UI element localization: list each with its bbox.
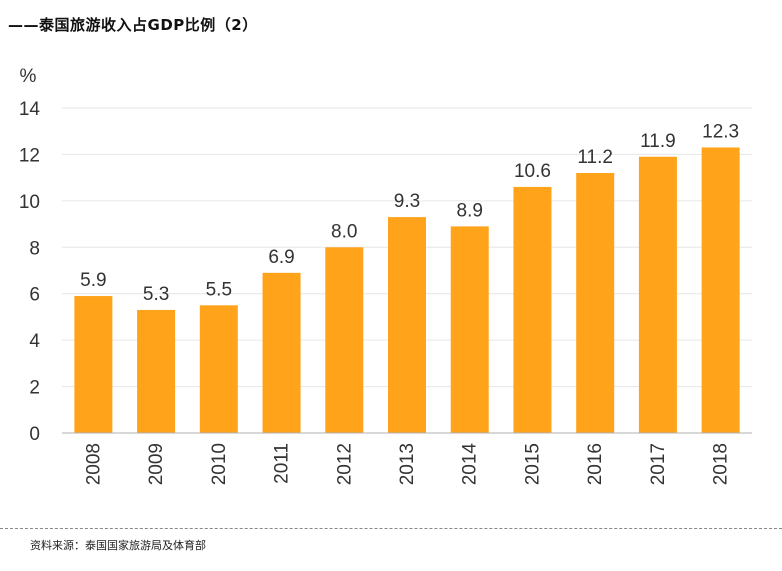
chart-title: ——泰国旅游收入占GDP比例（2） xyxy=(8,16,258,34)
data-label-2010: 5.5 xyxy=(206,279,232,300)
data-label-2017: 11.9 xyxy=(640,131,676,152)
bar-2013 xyxy=(388,217,426,433)
x-tick-label-2018: 2018 xyxy=(711,443,732,485)
x-tick-label-2014: 2014 xyxy=(460,443,481,486)
y-axis-unit-label: % xyxy=(20,66,37,87)
data-labels: 5.9 5.3 5.5 6.9 8.0 9.3 8.9 10.6 11.2 11.9 12.3 xyxy=(80,121,739,305)
x-tick-label-2016: 2016 xyxy=(585,443,606,485)
data-label-2014: 8.9 xyxy=(457,200,483,221)
data-label-2008: 5.9 xyxy=(80,270,106,291)
data-label-2009: 5.3 xyxy=(143,284,169,305)
bar-2018 xyxy=(701,147,740,433)
bar-chart: 0 2 4 6 8 10 12 14 % 5.9 5.3 5.5 6.9 8.0 9.3 8.9 10.6 1… xyxy=(19,66,752,486)
bar-2009 xyxy=(137,309,176,433)
bar-2017 xyxy=(638,156,677,433)
data-label-2016: 11.2 xyxy=(577,147,613,168)
bar-2008 xyxy=(74,296,113,433)
bars xyxy=(74,147,740,433)
y-tick-label: 12 xyxy=(19,145,40,166)
x-axis-ticks: 2008 2009 2010 2011 2012 2013 2014 2015 2016 2017… xyxy=(83,443,731,486)
bar-2010 xyxy=(199,305,238,433)
x-tick-label-2013: 2013 xyxy=(397,443,418,485)
x-tick-label-2015: 2015 xyxy=(522,443,543,485)
data-label-2015: 10.6 xyxy=(514,161,551,182)
y-tick-label: 10 xyxy=(19,192,40,213)
x-tick-label-2012: 2012 xyxy=(334,443,355,485)
x-tick-label-2011: 2011 xyxy=(272,443,293,484)
x-tick-label-2008: 2008 xyxy=(83,443,104,485)
y-tick-label: 4 xyxy=(29,331,40,352)
y-tick-label: 2 xyxy=(29,378,40,399)
y-tick-label: 6 xyxy=(29,285,40,306)
y-tick-label: 14 xyxy=(19,99,41,120)
y-tick-label: 8 xyxy=(29,238,40,259)
bar-2012 xyxy=(325,247,364,433)
y-tick-label: 0 xyxy=(29,424,40,445)
bar-2011 xyxy=(262,272,301,433)
data-label-2013: 9.3 xyxy=(394,191,420,212)
data-label-2012: 8.0 xyxy=(331,221,357,242)
data-label-2018: 12.3 xyxy=(702,121,739,142)
x-tick-label-2010: 2010 xyxy=(209,443,230,485)
data-label-2011: 6.9 xyxy=(268,247,294,268)
y-axis-ticks: 0 2 4 6 8 10 12 14 xyxy=(19,99,41,445)
bar-2015 xyxy=(513,186,552,433)
x-tick-label-2017: 2017 xyxy=(648,443,669,485)
bar-2014 xyxy=(450,226,489,433)
bar-2016 xyxy=(576,173,615,433)
x-tick-label-2009: 2009 xyxy=(146,443,167,485)
source-divider xyxy=(0,528,782,529)
source-note: 资料来源：泰国国家旅游局及体育部 xyxy=(30,539,206,552)
